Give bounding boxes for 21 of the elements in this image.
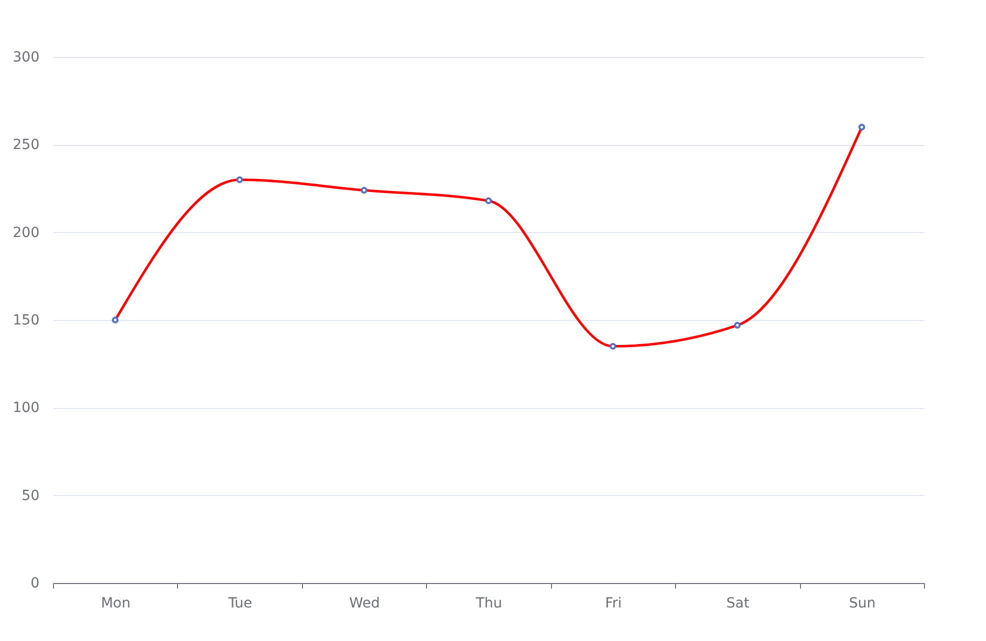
point: [112, 316, 119, 324]
x-tick-label: Sun: [848, 596, 876, 612]
x-tick-label: Sat: [726, 596, 750, 612]
x-tick-label: Fri: [605, 596, 622, 612]
y-tick-label: 100: [12, 400, 40, 416]
y-tick-label: 0: [30, 576, 40, 592]
y-tick-label: 50: [22, 488, 40, 504]
point: [236, 176, 243, 184]
point: [360, 186, 368, 194]
y-tick-label: 200: [12, 224, 40, 241]
x-tick-label: Mon: [100, 596, 130, 612]
point: [734, 322, 741, 329]
point: [610, 342, 616, 350]
point: [485, 197, 492, 204]
x-tick-label: Tue: [227, 596, 252, 612]
x-tick-label: Wed: [349, 596, 380, 612]
y-tick-label: 150: [12, 312, 40, 328]
y-tick-label: 250: [12, 137, 40, 154]
point: [858, 124, 866, 130]
y-tick-label: 300: [12, 50, 40, 66]
x-tick-label: Thu: [474, 596, 502, 612]
